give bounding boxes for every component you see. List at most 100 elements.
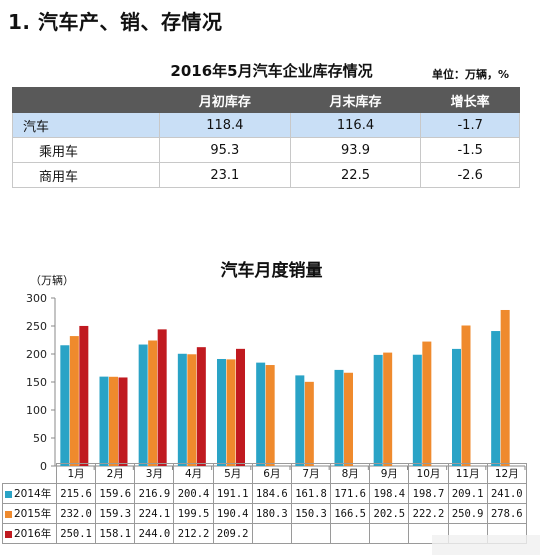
legend-entry: 2015年 bbox=[2, 503, 57, 524]
section-title: 1. 汽车产、销、存情况 bbox=[8, 10, 223, 34]
bar bbox=[422, 341, 432, 466]
bar bbox=[118, 377, 128, 466]
data-label: 184.6 bbox=[251, 483, 292, 504]
data-label bbox=[251, 523, 292, 544]
legend-swatch bbox=[5, 490, 12, 498]
x-tick-label: 10月 bbox=[408, 463, 449, 484]
x-tick-label: 3月 bbox=[134, 463, 175, 484]
inventory-cell-growth: -2.6 bbox=[420, 162, 520, 188]
bar bbox=[334, 369, 344, 466]
inventory-cell-end: 93.9 bbox=[289, 137, 422, 163]
bar bbox=[60, 345, 70, 466]
inventory-table-title: 2016年5月汽车企业库存情况 bbox=[170, 62, 373, 80]
data-label: 161.8 bbox=[290, 483, 332, 504]
y-tick-label: 0 bbox=[40, 460, 47, 473]
bar bbox=[187, 354, 197, 466]
data-label: 209.2 bbox=[212, 523, 253, 544]
x-tick-label: 11月 bbox=[447, 463, 488, 484]
inventory-row-label: 商用车 bbox=[12, 162, 160, 188]
x-tick-label: 1月 bbox=[55, 463, 97, 484]
category-row-blank bbox=[3, 464, 57, 484]
x-tick-label: 6月 bbox=[251, 463, 292, 484]
bar bbox=[491, 331, 501, 466]
y-tick-label: 250 bbox=[26, 320, 47, 333]
legend-swatch bbox=[5, 510, 12, 518]
data-label: 250.1 bbox=[55, 523, 97, 544]
y-tick-label: 200 bbox=[26, 348, 47, 361]
data-label: 198.7 bbox=[408, 483, 449, 504]
watermark-overlay bbox=[432, 535, 540, 555]
data-label: 232.0 bbox=[55, 503, 97, 524]
inventory-table: 月初库存 月末库存 增长率 汽车 118.4 116.4 -1.7 乘用车 95… bbox=[12, 87, 520, 188]
bar bbox=[500, 309, 510, 466]
inventory-header-growth: 增长率 bbox=[420, 87, 520, 113]
data-label: 190.4 bbox=[212, 503, 253, 524]
y-tick-label: 300 bbox=[26, 292, 47, 305]
bar bbox=[373, 354, 383, 466]
inventory-header-end: 月末库存 bbox=[289, 87, 422, 113]
bar bbox=[236, 348, 245, 466]
bar bbox=[217, 358, 226, 466]
data-label: 241.0 bbox=[486, 483, 527, 504]
x-tick-label: 12月 bbox=[486, 463, 527, 484]
inventory-row-label: 汽车 bbox=[12, 112, 160, 138]
legend-label: 2014年 bbox=[14, 488, 52, 500]
inventory-row-commercial: 商用车 23.1 22.5 -2.6 bbox=[12, 162, 520, 188]
data-label: 171.6 bbox=[330, 483, 371, 504]
y-axis-unit-label: （万辆） bbox=[30, 274, 74, 287]
data-label: 250.9 bbox=[447, 503, 488, 524]
inventory-row-total: 汽车 118.4 116.4 -1.7 bbox=[12, 112, 520, 138]
bar bbox=[138, 344, 148, 466]
inventory-cell-growth: -1.7 bbox=[420, 112, 520, 138]
data-label: 224.1 bbox=[134, 503, 175, 524]
bar bbox=[196, 347, 206, 466]
unit-note: 单位：万辆，% bbox=[431, 68, 509, 81]
chart-data-table: 1月 2月 3月 4月 5月 6月 7月 8月 9月 10月 11月 12月 2014年 215.6 159… bbox=[2, 463, 527, 544]
bar bbox=[148, 340, 158, 466]
data-label: 180.3 bbox=[251, 503, 292, 524]
data-label: 278.6 bbox=[486, 503, 527, 524]
bar bbox=[157, 329, 167, 466]
inventory-header-row: 月初库存 月末库存 增长率 bbox=[12, 87, 520, 113]
data-label: 222.2 bbox=[408, 503, 449, 524]
data-label: 209.1 bbox=[447, 483, 488, 504]
x-tick-label: 8月 bbox=[330, 463, 371, 484]
x-tick-label: 2月 bbox=[95, 463, 136, 484]
bar bbox=[109, 376, 118, 466]
data-label: 202.5 bbox=[369, 503, 410, 524]
data-label bbox=[290, 523, 332, 544]
data-label: 216.9 bbox=[134, 483, 175, 504]
data-label: 150.3 bbox=[290, 503, 332, 524]
y-tick-label: 150 bbox=[26, 376, 47, 389]
legend-swatch bbox=[5, 530, 12, 538]
inventory-cell-end: 22.5 bbox=[289, 162, 422, 188]
bar bbox=[295, 375, 305, 466]
bar bbox=[69, 336, 79, 466]
series-row: 2014年 215.6 159.6 216.9 200.4 191.1 184.6 161.8… bbox=[2, 483, 527, 504]
y-tick-label: 100 bbox=[26, 404, 47, 417]
data-label: 159.6 bbox=[95, 483, 136, 504]
data-label: 158.1 bbox=[95, 523, 136, 544]
data-label: 199.5 bbox=[173, 503, 214, 524]
bar bbox=[452, 348, 461, 466]
data-label: 244.0 bbox=[134, 523, 175, 544]
y-tick-label: 50 bbox=[33, 432, 47, 445]
bar bbox=[344, 372, 353, 466]
legend-label: 2015年 bbox=[14, 508, 52, 520]
legend-entry: 2014年 bbox=[2, 483, 57, 504]
bar bbox=[79, 325, 89, 466]
inventory-cell-begin: 23.1 bbox=[159, 162, 291, 188]
x-tick-label: 4月 bbox=[173, 463, 214, 484]
bar bbox=[412, 354, 422, 466]
data-label: 198.4 bbox=[369, 483, 410, 504]
bar bbox=[256, 362, 266, 466]
bar bbox=[177, 353, 187, 466]
data-label bbox=[330, 523, 371, 544]
data-label: 215.6 bbox=[55, 483, 97, 504]
x-tick-label: 9月 bbox=[369, 463, 410, 484]
chart-title: 汽车月度销量 bbox=[220, 261, 323, 281]
series-row: 2015年 232.0 159.3 224.1 199.5 190.4 180.3 150.3… bbox=[2, 503, 527, 524]
data-label: 166.5 bbox=[330, 503, 371, 524]
legend-label: 2016年 bbox=[14, 528, 52, 540]
